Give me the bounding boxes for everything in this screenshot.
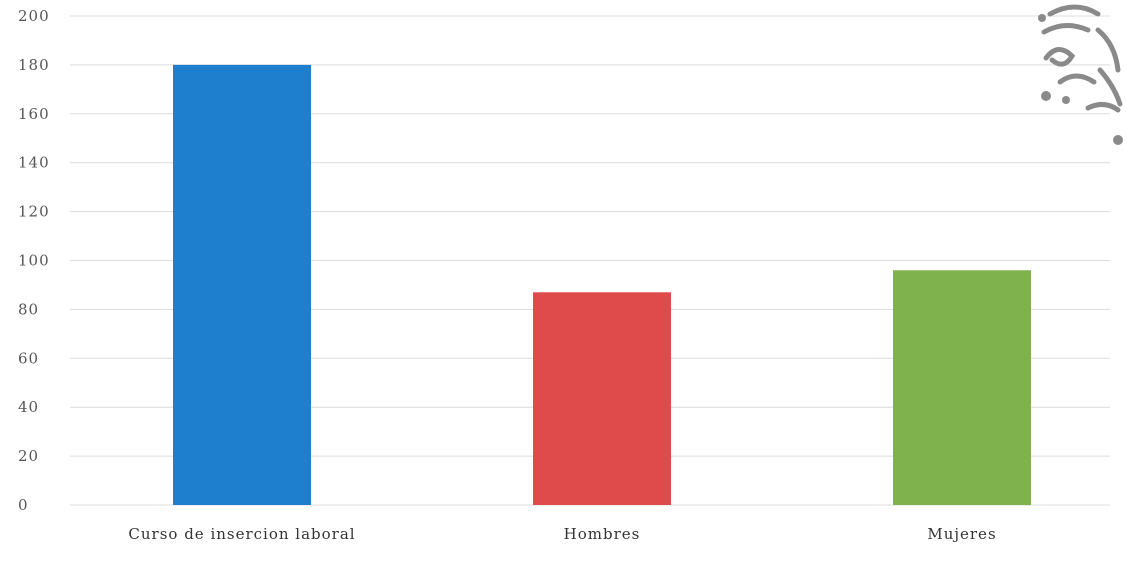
x-category-label: Curso de insercion laboral [128, 525, 355, 543]
y-tick-label: 40 [18, 398, 39, 416]
bars [173, 64, 1031, 506]
bar-0 [173, 64, 311, 506]
y-tick-label: 140 [18, 154, 50, 172]
y-axis-ticks: 0 20 40 60 80 100 120 140 160 180 200 [18, 7, 50, 514]
x-category-label: Hombres [564, 525, 641, 543]
x-category-label: Mujeres [927, 525, 996, 543]
y-tick-label: 20 [18, 447, 39, 465]
y-tick-label: 100 [18, 252, 50, 270]
decorative-emblem-icon [1038, 4, 1123, 145]
y-tick-label: 60 [18, 349, 39, 367]
y-tick-label: 200 [18, 7, 50, 25]
bar-2 [893, 270, 1031, 505]
y-tick-label: 120 [18, 203, 50, 221]
y-tick-label: 180 [18, 56, 50, 74]
y-tick-label: 160 [18, 105, 50, 123]
bar-1 [533, 292, 671, 505]
y-tick-label: 0 [18, 496, 29, 514]
y-tick-label: 80 [18, 300, 39, 318]
x-axis-labels: Curso de insercion laboral Hombres Mujeres [128, 525, 996, 543]
